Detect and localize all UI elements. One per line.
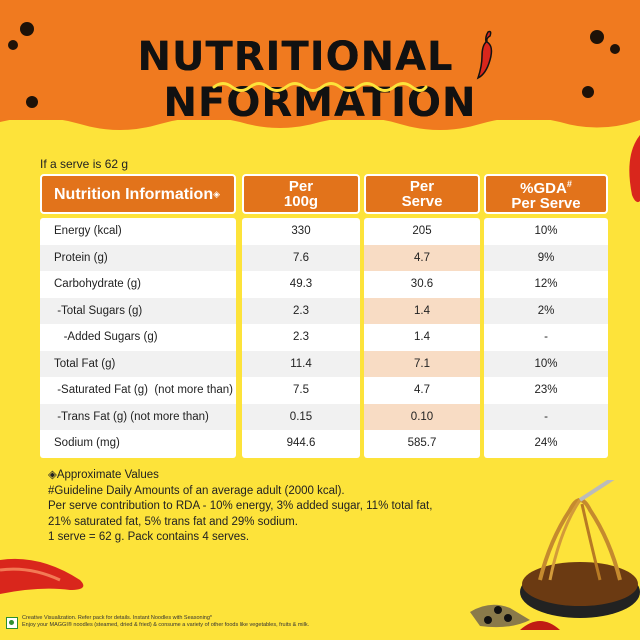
nutrient-name: Protein (g) xyxy=(40,244,236,271)
header-line1: Per xyxy=(409,178,435,195)
note-approximate: ◈Approximate Values xyxy=(48,469,159,481)
nutrient-name: Energy (kcal) xyxy=(54,225,122,237)
value-per-100g: 2.3 xyxy=(242,297,360,324)
header-gda-per-serve: %GDA# Per Serve xyxy=(484,174,608,214)
header-per-100g: Per 100g xyxy=(242,174,360,214)
value-per-serve: 1.4 xyxy=(414,331,430,343)
value-per-100g: 7.5 xyxy=(293,384,309,396)
value-per-100g: 330 xyxy=(291,225,311,237)
value-gda: 2% xyxy=(484,297,608,324)
value-per-serve: 7.1 xyxy=(364,350,480,377)
footnotes: ◈Approximate Values #Guideline Daily Amo… xyxy=(48,468,432,546)
value-gda: - xyxy=(544,331,548,343)
vegetarian-icon xyxy=(6,617,18,629)
chili-icon xyxy=(477,30,493,80)
value-per-100g: 2.3 xyxy=(293,331,309,343)
noodle-bowl-image xyxy=(470,480,640,630)
nutrient-name: -Total Sugars (g) xyxy=(40,297,236,324)
page-title: NUTRITIONAL NFORMATION xyxy=(0,30,640,126)
peppercorn-decoration xyxy=(8,40,18,50)
value-gda: 9% xyxy=(484,244,608,271)
value-gda: 23% xyxy=(534,384,558,396)
value-gda: - xyxy=(484,403,608,430)
header-label: Nutrition Information xyxy=(54,185,214,203)
peppercorn-decoration xyxy=(26,96,38,108)
column-gda: 10% 9% 12% 2% - 10% 23% - 24% xyxy=(484,218,608,458)
value-per-serve: 205 xyxy=(412,225,432,237)
value-per-100g: 49.3 xyxy=(289,278,313,290)
header-sup: # xyxy=(566,179,572,189)
nutrient-name: -Saturated Fat (g) (not more than) xyxy=(54,384,233,396)
title-underline xyxy=(212,82,428,92)
nutrient-name: Total Fat (g) xyxy=(40,350,236,377)
note-gda: #Guideline Daily Amounts of an average a… xyxy=(48,484,345,497)
column-nutrient-names: Energy (kcal) Protein (g) Carbohydrate (g)… xyxy=(40,218,236,458)
header-sup: ◈ xyxy=(213,188,221,199)
value-per-100g: 0.15 xyxy=(242,403,360,430)
value-per-100g: 7.6 xyxy=(242,244,360,271)
chili-decoration xyxy=(0,558,84,594)
note-rda: Per serve contribution to RDA - 10% ener… xyxy=(48,500,433,512)
value-per-serve: 1.4 xyxy=(364,297,480,324)
header-wave xyxy=(0,104,640,130)
disclaimer-line2: Enjoy your MAGGI® noodles (steamed, drie… xyxy=(22,622,310,628)
peppercorn-decoration xyxy=(582,86,594,98)
value-gda: 24% xyxy=(534,437,558,449)
peppercorn-decoration xyxy=(610,44,620,54)
nutrient-name: Carbohydrate (g) xyxy=(54,278,141,290)
column-per-serve: 205 4.7 30.6 1.4 1.4 7.1 4.7 0.10 585.7 xyxy=(364,218,480,458)
header-gda: %GDA xyxy=(520,180,567,197)
disclaimer-line1: Creative Visualization. Refer pack for d… xyxy=(22,615,213,621)
header-line2: 100g xyxy=(283,193,319,210)
note-rda-cont: 21% saturated fat, 5% trans fat and 29% … xyxy=(48,515,298,528)
header-banner xyxy=(0,0,640,120)
value-per-serve: 4.7 xyxy=(414,384,430,396)
value-gda: 12% xyxy=(534,278,558,290)
header-nutrition-information: Nutrition Information ◈ xyxy=(40,174,236,214)
peppercorn-decoration xyxy=(20,22,34,36)
value-gda: 10% xyxy=(484,350,608,377)
header-per-serve: Per Serve xyxy=(364,174,480,214)
nutrient-name: -Trans Fat (g) (not more than) xyxy=(40,403,236,430)
nutrition-table: Nutrition Information ◈ Per 100g Per Serv… xyxy=(40,174,608,462)
value-per-100g: 11.4 xyxy=(242,350,360,377)
value-per-serve: 30.6 xyxy=(410,278,434,290)
value-per-serve: 4.7 xyxy=(364,244,480,271)
serve-note: If a serve is 62 g xyxy=(40,157,129,171)
value-per-serve: 0.10 xyxy=(364,403,480,430)
title-part1: NUTRITIONAL xyxy=(137,34,454,80)
value-per-serve: 585.7 xyxy=(407,437,437,449)
disclaimer: Creative Visualization. Refer pack for d… xyxy=(22,615,309,629)
header-line2: Serve xyxy=(401,193,443,210)
nutrient-name: -Added Sugars (g) xyxy=(54,331,158,343)
header-line1: Per xyxy=(288,178,314,195)
nutrient-name: Sodium (mg) xyxy=(54,437,120,449)
value-per-100g: 944.6 xyxy=(286,437,316,449)
column-per-100g: 330 7.6 49.3 2.3 2.3 11.4 7.5 0.15 944.6 xyxy=(242,218,360,458)
header-line2: Per Serve xyxy=(511,195,581,212)
header-line1: %GDA# xyxy=(520,177,572,196)
note-serve: 1 serve = 62 g. Pack contains 4 serves. xyxy=(48,531,250,543)
chili-decoration xyxy=(629,135,640,203)
value-gda: 10% xyxy=(534,225,558,237)
peppercorn-decoration xyxy=(590,30,604,44)
